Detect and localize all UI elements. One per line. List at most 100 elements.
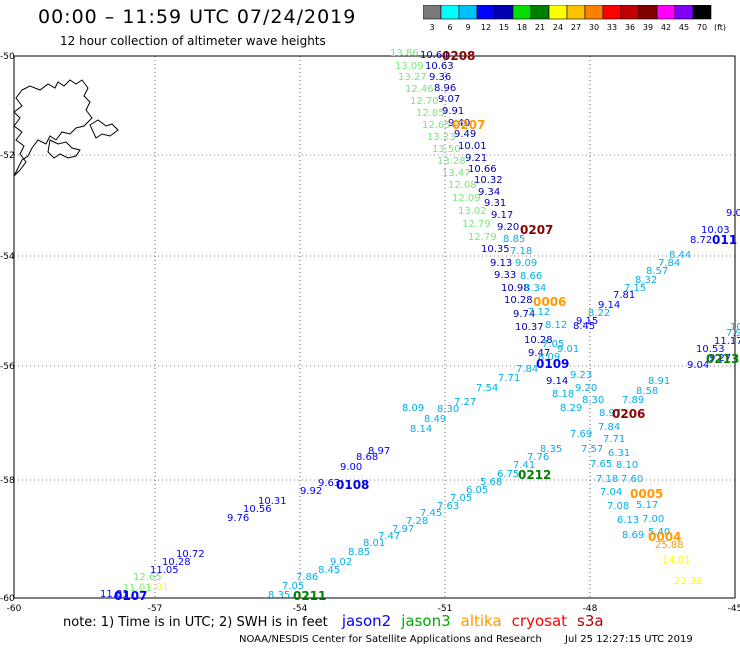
wave-height-value: 7.84 — [516, 364, 538, 375]
wave-height-value: 9.02 — [330, 557, 352, 568]
pass-number-label: 0206 — [612, 407, 645, 421]
wave-height-value: 9.49 — [454, 129, 476, 140]
wave-height-value: 8.09 — [402, 403, 424, 414]
wave-height-value: 7.15 — [624, 283, 646, 294]
legend-note: note: 1) Time is in UTC; 2) SWH is in fe… — [63, 612, 612, 630]
track-dkblue: 10.6410.639.368.969.079.919.409.4910.019… — [420, 50, 568, 387]
satellite-legend-cryosat: cryosat — [511, 612, 568, 630]
wave-height-value: 8.49 — [424, 414, 446, 425]
wave-height-value: 6.13 — [617, 515, 639, 526]
wave-height-value: 10.72 — [176, 549, 205, 560]
wave-height-value: 7.12 — [528, 307, 550, 318]
wave-height-value: 6.05 — [466, 485, 488, 496]
wave-height-value: 10.28 — [162, 557, 191, 568]
wave-height-value: 13.09 — [395, 61, 424, 72]
wave-height-value: 10.28 — [524, 335, 553, 346]
wave-height-value: 10.0 — [730, 322, 740, 333]
wave-height-value: 11.05 — [150, 565, 179, 576]
wave-height-value: 12.46 — [405, 84, 434, 95]
color-scale-label: 39 — [643, 23, 653, 31]
wave-height-value: 7.27 — [454, 397, 476, 408]
wave-height-value: 9.31 — [484, 198, 506, 209]
lat-tick-label: -52 — [0, 151, 15, 161]
wave-height-value: 9.33 — [494, 270, 516, 281]
wave-height-value: 6.31 — [608, 448, 630, 459]
wave-height-value: 9.20 — [497, 222, 519, 233]
wave-height-value: 9.07 — [438, 94, 460, 105]
wave-height-value: 10.32 — [474, 175, 503, 186]
wave-height-value: 10.56 — [243, 504, 272, 515]
track-lightblue-down: 8.857.189.098.668.347.128.129.019.239.20… — [503, 234, 670, 541]
wave-height-value: 7.86 — [296, 572, 318, 583]
pass-number-label: 0005 — [630, 487, 663, 501]
wave-height-value: 9.00 — [340, 462, 362, 473]
wave-height-value: 8.85 — [503, 234, 525, 245]
wave-height-value: 13.27 — [398, 72, 427, 83]
wave-height-value: 7.00 — [642, 514, 664, 525]
color-swatch — [692, 5, 712, 20]
wave-height-value: 10.66 — [468, 164, 497, 175]
wave-height-value: 10.35 — [481, 244, 510, 255]
wave-height-value: 8.01 — [363, 538, 385, 549]
color-scale-label: 18 — [517, 23, 527, 31]
wave-height-value: 7.69 — [570, 429, 592, 440]
pass-labels: 0208 0207 0207 0006 0109 0206 0212 0108 0005 0004… — [114, 49, 739, 603]
wave-height-value: 5.17 — [636, 500, 658, 511]
wave-height-value: 7.41 — [513, 460, 535, 471]
wave-height-value: 7.65 — [590, 459, 612, 470]
wave-height-value: 12.65 — [133, 572, 162, 583]
wave-height-value: 12.79 — [462, 219, 491, 230]
wave-height-value: 9.09 — [515, 258, 537, 269]
pass-number-label: 0004 — [648, 530, 681, 544]
wave-height-value: 7.84 — [598, 422, 620, 433]
wave-height-value: 10.01 — [458, 141, 487, 152]
wave-height-value: 10.63 — [425, 61, 454, 72]
wave-height-value: 8.32 — [635, 275, 657, 286]
color-scale-label: 45 — [679, 23, 689, 31]
wave-height-value: 9.23 — [570, 370, 592, 381]
lon-tick-label: -54 — [293, 604, 308, 614]
wave-height-value: 7.63 — [437, 501, 459, 512]
lat-tick-label: -60 — [0, 594, 15, 604]
wave-height-value: 13.47 — [442, 168, 471, 179]
wave-height-value: 9.76 — [227, 513, 249, 524]
track-orange: 25.88 — [655, 540, 684, 551]
color-scale-label: 21 — [535, 23, 545, 31]
wave-height-value: 8.30 — [437, 404, 459, 415]
wave-height-value: 13.28 — [437, 156, 466, 167]
wave-height-value: 9.34 — [478, 187, 500, 198]
wave-height-value: 8.45 — [318, 565, 340, 576]
wave-height-value: 8.30 — [582, 395, 604, 406]
wave-height-value: 9.74 — [513, 309, 535, 320]
track-lightgreen: 13.8613.0913.2712.4612.7012.8512.6513.23… — [123, 48, 497, 594]
wave-height-value: 8.18 — [552, 389, 574, 400]
color-scale-legend: 3 6 9 12 15 18 21 24 27 30 33 36 39 42 45 70 (ft) — [423, 5, 726, 31]
wave-height-value: 8.45 — [573, 321, 595, 332]
wave-height-value: 9.91 — [442, 106, 464, 117]
wave-height-value: 25.88 — [655, 540, 684, 551]
wave-height-value: 7.57 — [581, 444, 603, 455]
footer-agency: NOAA/NESDIS Center for Satellite Applica… — [239, 634, 542, 645]
color-scale-label: (ft) — [714, 23, 726, 31]
color-scale-label: 6 — [447, 23, 452, 31]
wave-height-value: 7.71 — [498, 373, 520, 384]
satellite-legend-altika: altika — [460, 612, 502, 630]
color-scale-label: 9 — [465, 23, 470, 31]
wave-height-value: 7.08 — [607, 501, 629, 512]
color-scale-label: 12 — [481, 23, 491, 31]
wave-height-value: 9.17 — [491, 210, 513, 221]
wave-height-value: 12.79 — [468, 232, 497, 243]
color-scale-label: 30 — [589, 23, 599, 31]
track-blue-ne: 10.2810.729.7610.5610.319.929.639.008.68… — [100, 208, 740, 600]
footer-timestamp: Jul 25 12:27:15 UTC 2019 — [565, 634, 693, 645]
track-ltblue-ne: 11.058.098.497.718.308.147.277.547.848.0… — [150, 250, 740, 601]
lon-tick-label: -51 — [438, 604, 453, 614]
wave-height-value: 14.01 — [662, 555, 691, 566]
wave-height-value: 13.23 — [427, 132, 456, 143]
wave-height-value: 8.14 — [410, 424, 432, 435]
color-scale-label: 27 — [571, 23, 581, 31]
pass-number-label: 0108 — [336, 478, 369, 492]
note-text: note: 1) Time is in UTC; 2) SWH is in fe… — [63, 615, 328, 630]
wave-height-value: 13.50 — [432, 144, 461, 155]
wave-height-value: 8.72 — [690, 235, 712, 246]
